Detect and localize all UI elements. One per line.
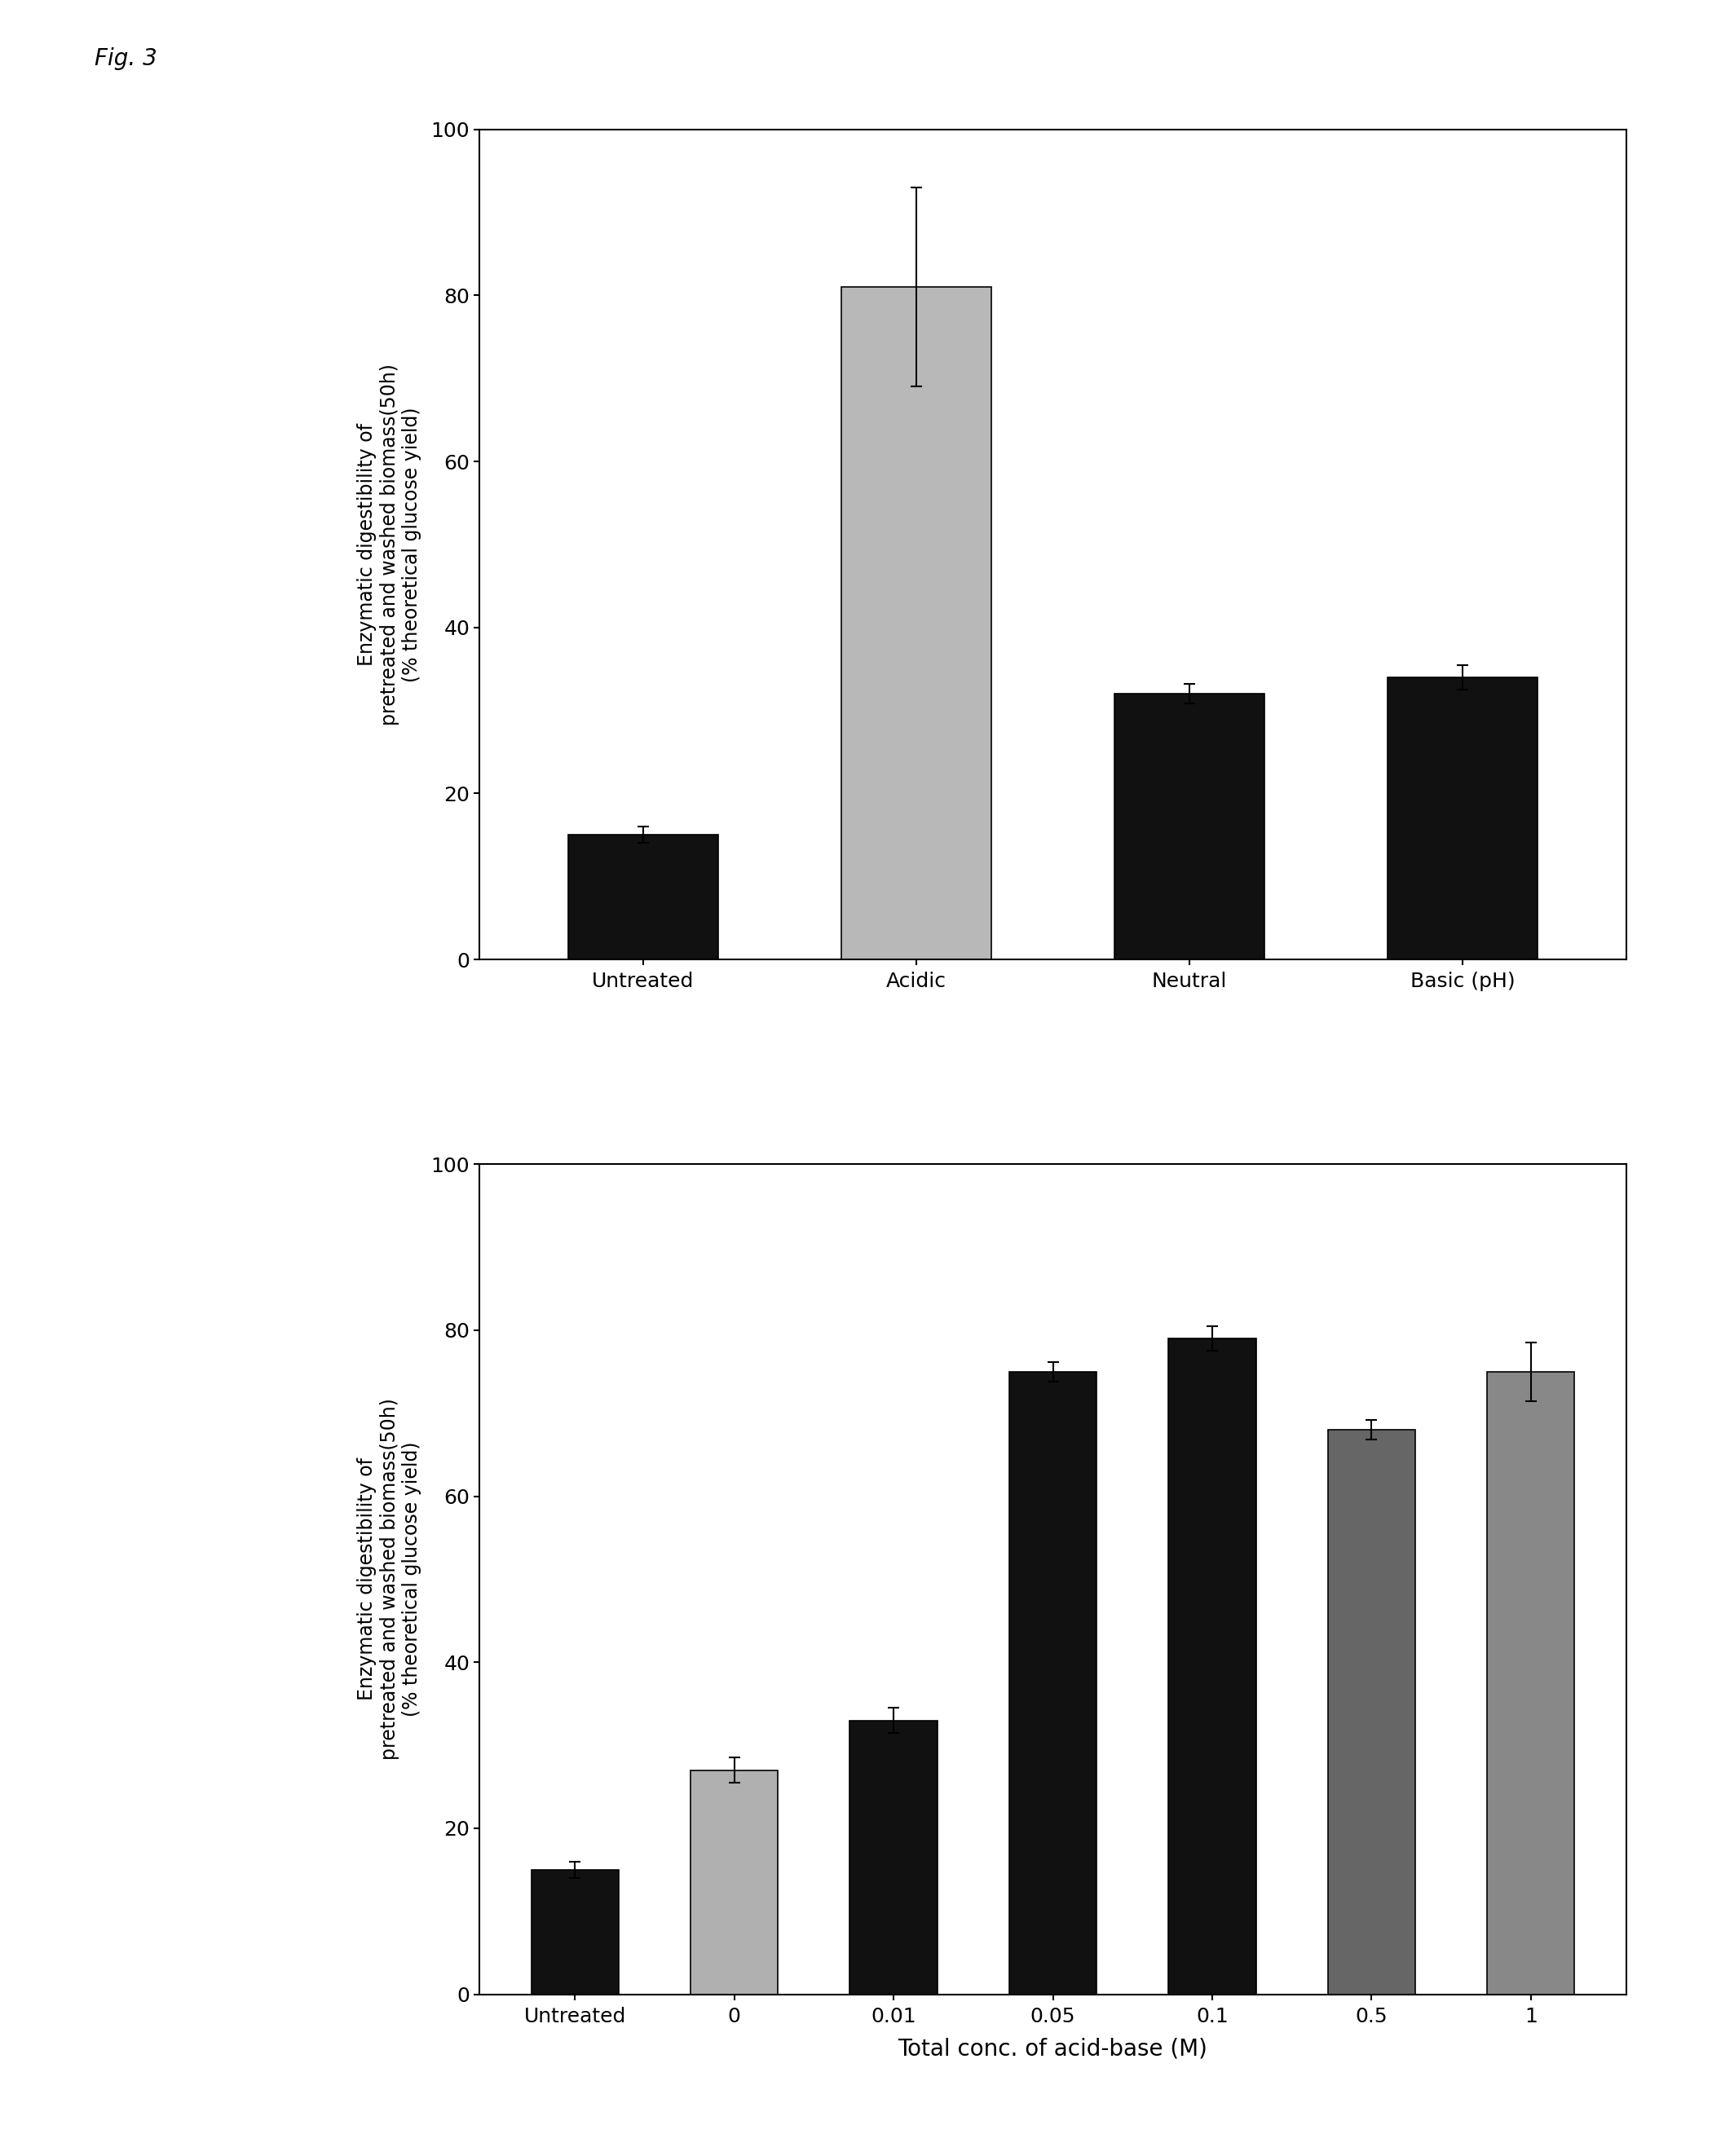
Y-axis label: Enzymatic digestibility of
pretreated and washed biomass(50h)
(% theoretical glu: Enzymatic digestibility of pretreated an…: [358, 364, 421, 724]
Bar: [841, 287, 991, 959]
Y-axis label: Enzymatic digestibility of
pretreated and washed biomass(50h)
(% theoretical glu: Enzymatic digestibility of pretreated an…: [358, 1399, 421, 1759]
Bar: [1008, 1371, 1097, 1994]
X-axis label: Total conc. of acid-base (M): Total conc. of acid-base (M): [899, 2037, 1207, 2061]
Bar: [531, 1869, 618, 1994]
Bar: [690, 1770, 777, 1994]
Bar: [1329, 1429, 1416, 1994]
Bar: [849, 1720, 938, 1994]
Bar: [1387, 677, 1537, 959]
Bar: [1115, 694, 1265, 959]
Bar: [1168, 1339, 1257, 1994]
Text: Fig. 3: Fig. 3: [94, 47, 158, 71]
Bar: [568, 834, 719, 959]
Bar: [1488, 1371, 1575, 1994]
